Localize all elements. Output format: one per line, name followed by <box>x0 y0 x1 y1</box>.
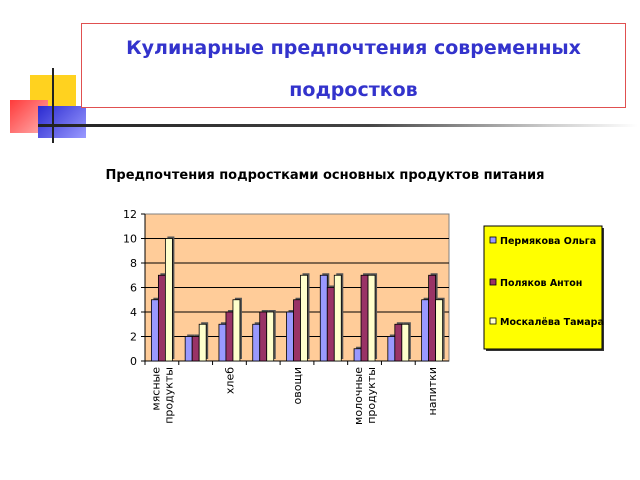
bar <box>353 348 362 362</box>
bar <box>293 299 301 362</box>
deco-vertical-line <box>52 68 54 143</box>
bar <box>232 299 241 362</box>
chart-title: Предпочтения подростками основных продук… <box>105 168 545 183</box>
bar <box>360 274 369 362</box>
bar <box>367 274 376 362</box>
bar <box>333 274 342 362</box>
slide-title: Кулинарные предпочтения современных подр… <box>126 37 581 101</box>
bar <box>387 336 396 362</box>
x-tick-label: молочныепродукты <box>352 367 378 425</box>
bar <box>421 299 430 362</box>
legend-swatch <box>489 317 497 325</box>
bar <box>394 323 403 362</box>
bar <box>300 274 308 362</box>
legend-label: Пермякова Ольга <box>500 236 596 247</box>
bar <box>401 323 410 362</box>
y-tick-label: 2 <box>130 331 137 344</box>
x-tick-label: мясныепродукты <box>149 367 175 424</box>
bar <box>259 311 268 362</box>
bar <box>157 274 166 362</box>
slide-title-box: Кулинарные предпочтения современных подр… <box>81 23 626 108</box>
y-tick-label: 6 <box>130 282 137 295</box>
bar <box>435 299 444 362</box>
x-tick-label: напитки <box>426 367 439 415</box>
bar <box>218 323 227 362</box>
x-tick-label: овощи <box>291 367 304 404</box>
legend-swatch <box>489 236 497 244</box>
y-tick-label: 0 <box>130 355 137 368</box>
deco-horizontal-line <box>38 124 638 127</box>
y-tick-label: 12 <box>123 208 137 221</box>
bar <box>286 311 294 362</box>
legend <box>483 225 603 350</box>
bar <box>164 238 173 362</box>
bar <box>319 274 328 362</box>
y-tick-label: 4 <box>130 306 137 319</box>
bar <box>225 311 234 362</box>
y-tick-label: 8 <box>130 257 137 270</box>
legend-label: Москалёва Тамара <box>500 317 604 328</box>
bar <box>252 323 261 362</box>
bar <box>198 323 207 362</box>
legend-label: Поляков Антон <box>500 278 582 289</box>
bar <box>428 274 437 362</box>
legend-swatch <box>489 278 497 286</box>
y-tick-label: 10 <box>123 233 137 246</box>
bar <box>184 336 193 362</box>
bar <box>326 287 335 362</box>
bar <box>266 311 275 362</box>
bar <box>150 299 159 362</box>
deco-blue-square <box>38 106 86 138</box>
bar <box>191 336 200 362</box>
x-tick-label: хлеб <box>223 367 236 394</box>
